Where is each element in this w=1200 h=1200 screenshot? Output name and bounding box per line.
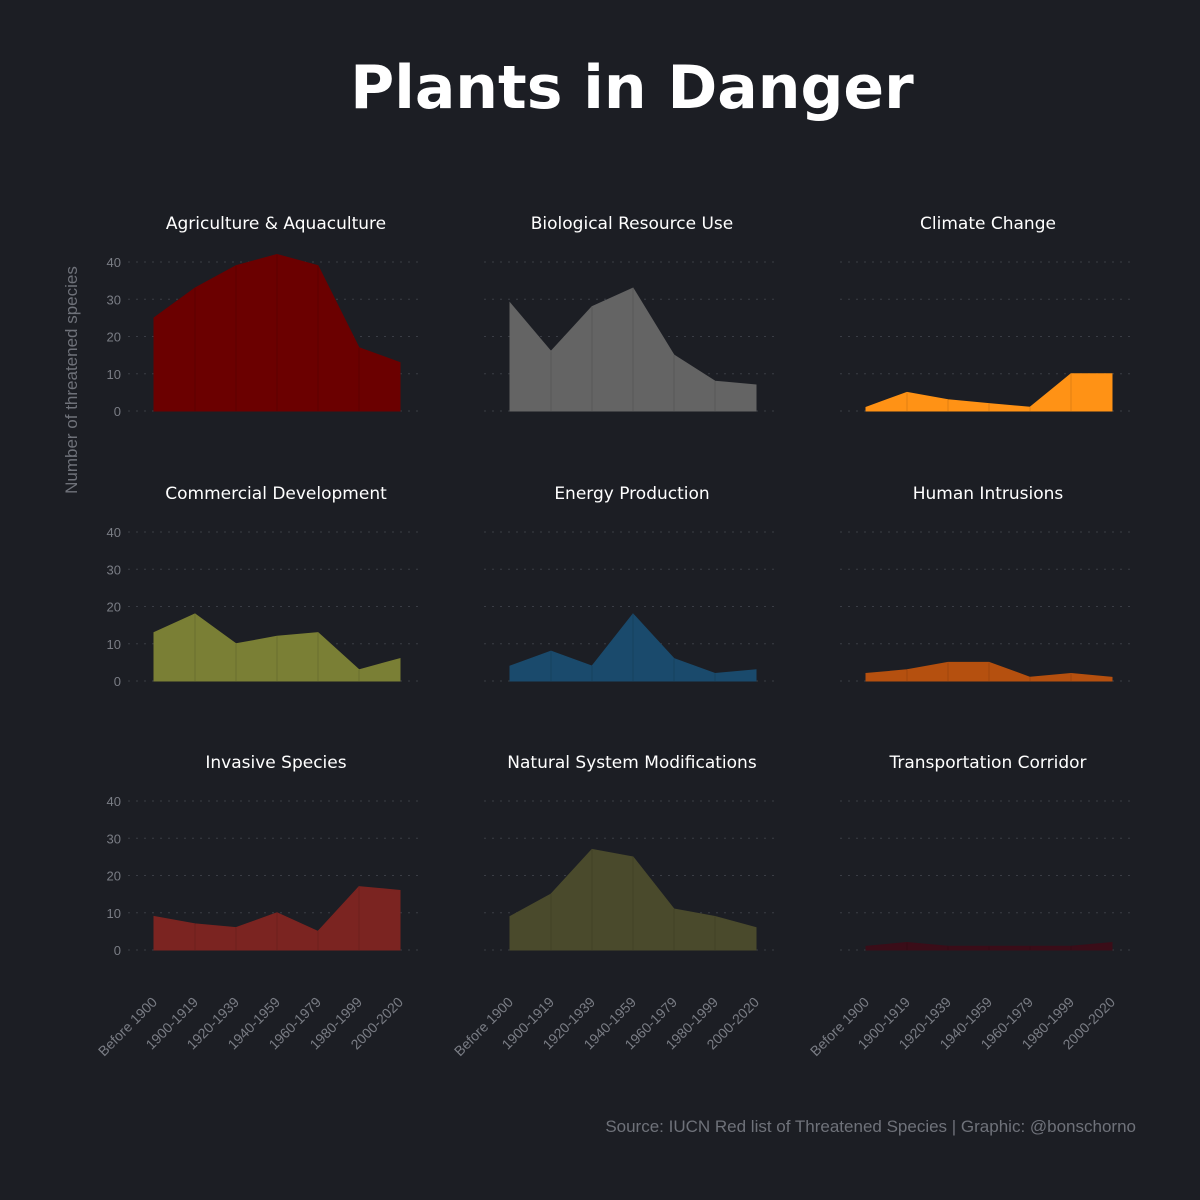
panel-title: Human Intrusions [913,484,1064,504]
area-series [153,253,401,412]
panel-commercial-development: Commercial Development 0 10 20 30 40 [107,484,420,689]
panel-title: Climate Change [920,214,1056,234]
x-tick-labels: Before 19001900-19191920-19391940-195919… [95,994,1118,1059]
panel-human-intrusions: Human Intrusions [840,484,1132,682]
panels: Agriculture & Aquaculture 0 10 20 30 40 Biolog… [107,214,1132,958]
panel-agriculture-aquaculture: Agriculture & Aquaculture 0 10 20 30 40 [107,214,420,419]
y-tick-label: 30 [107,292,121,307]
y-tick-label: 10 [107,906,121,921]
y-tick-label: 0 [114,943,121,958]
source-note: Source: IUCN Red list of Threatened Spec… [605,1117,1136,1136]
area-series [153,613,401,682]
y-tick-label: 20 [107,330,121,345]
panel-climate-change: Climate Change [840,214,1132,412]
panel-title: Transportation Corridor [888,753,1086,773]
panel-title: Biological Resource Use [531,214,733,234]
panel-energy-production: Energy Production [484,484,776,682]
y-tick-label: 10 [107,367,121,382]
area-series [509,613,757,682]
y-tick-label: 30 [107,831,121,846]
y-tick-label: 0 [114,674,121,689]
y-axis-label: Number of threatened species [62,266,81,494]
panel-title: Commercial Development [165,484,387,504]
y-tick-label: 40 [107,794,121,809]
chart-title: Plants in Danger [350,53,914,123]
y-tick-label: 40 [107,255,121,270]
panel-title: Agriculture & Aquaculture [166,214,386,234]
panel-invasive-species: Invasive Species 0 10 20 30 40 [107,753,420,958]
y-tick-label: 30 [107,562,121,577]
area-series [865,661,1113,682]
panel-biological-resource-use: Biological Resource Use [484,214,776,412]
area-series [509,287,757,412]
y-tick-label: 20 [107,869,121,884]
area-series [153,886,401,951]
panel-title: Invasive Species [205,753,346,773]
panel-natural-system-modifications: Natural System Modifications [484,753,776,951]
panel-title: Natural System Modifications [507,753,757,773]
y-tick-label: 10 [107,637,121,652]
area-series [865,373,1113,412]
y-tick-label: 20 [107,600,121,615]
area-series [865,941,1113,951]
y-tick-label: 0 [114,404,121,419]
area-series [509,848,757,951]
panel-title: Energy Production [554,484,709,504]
y-tick-label: 40 [107,525,121,540]
panel-transportation-corridor: Transportation Corridor [840,753,1132,951]
